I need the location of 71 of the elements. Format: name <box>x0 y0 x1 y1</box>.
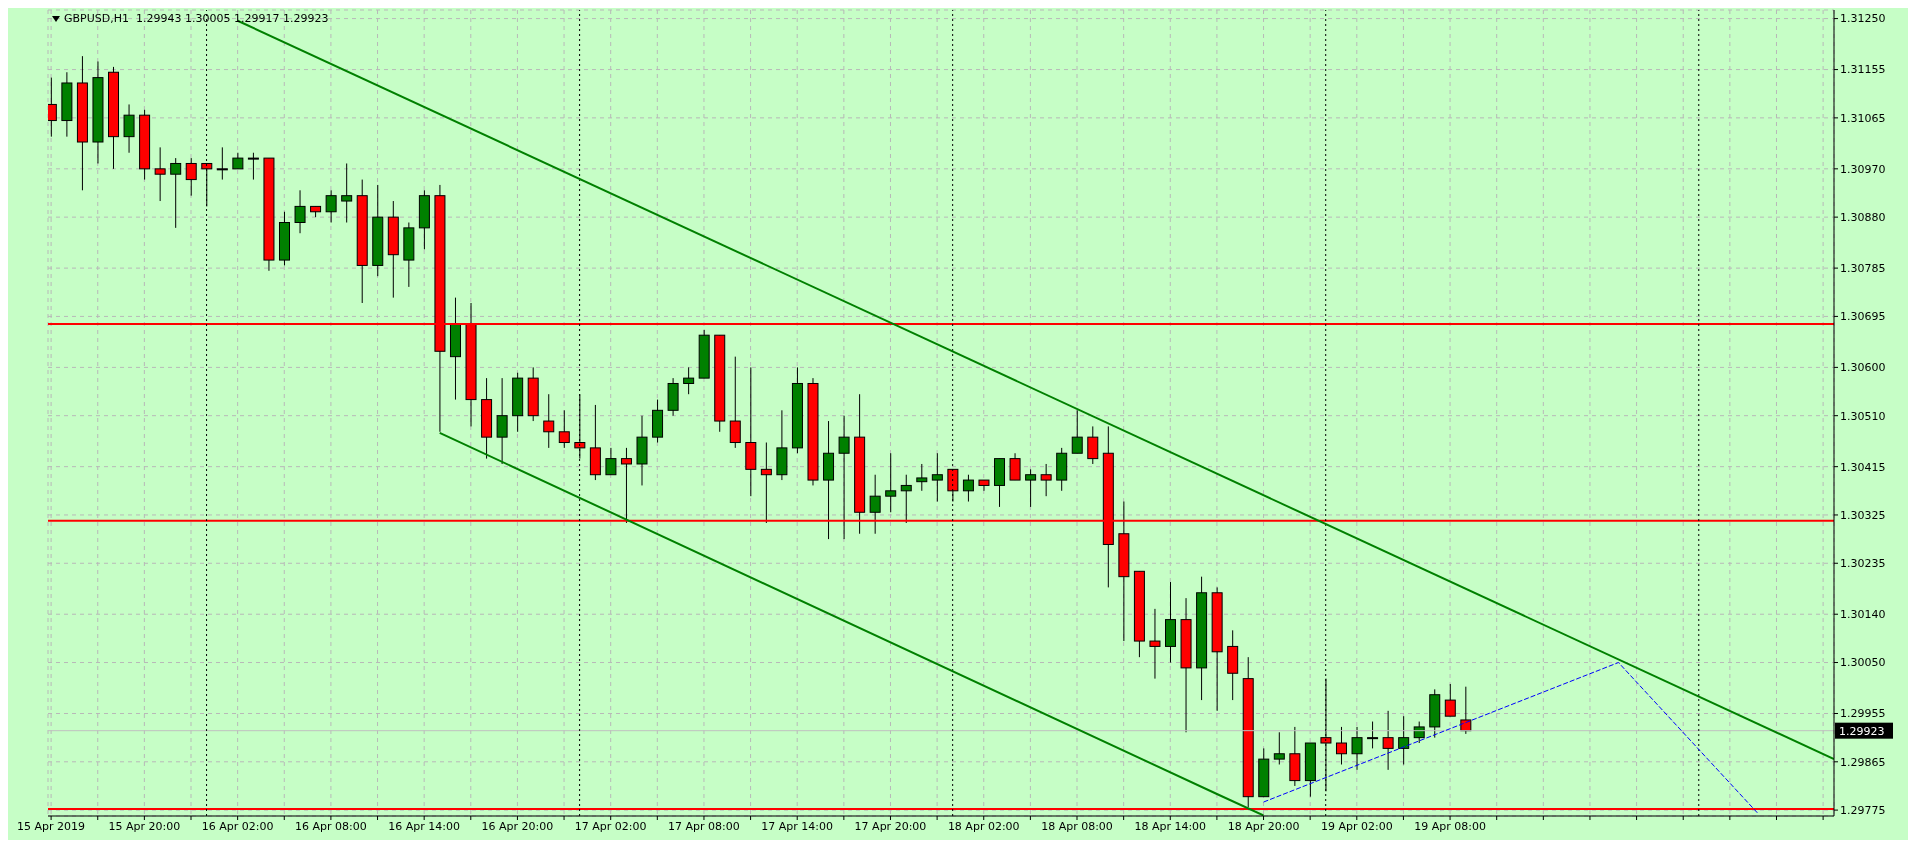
ref-line-label: 1.29923 <box>1839 724 1885 738</box>
candlestick <box>838 415 850 540</box>
candlestick <box>885 452 897 513</box>
x-tick-label: 18 Apr 20:00 <box>1227 819 1300 833</box>
candlestick <box>978 479 990 492</box>
x-tick-label: 15 Apr 2019 <box>17 819 86 833</box>
candlestick <box>123 103 135 154</box>
x-tick-label: 16 Apr 02:00 <box>201 819 274 833</box>
candlestick <box>341 162 353 223</box>
y-tick-label: 1.30325 <box>1840 508 1886 522</box>
x-tick-label: 16 Apr 20:00 <box>481 819 554 833</box>
candlestick <box>1413 721 1425 744</box>
y-tick-label: 1.31065 <box>1840 111 1886 125</box>
y-tick-label: 1.31250 <box>1840 12 1886 26</box>
candlestick <box>325 189 337 223</box>
x-tick-label: 18 Apr 02:00 <box>947 819 1020 833</box>
x-tick-label: 19 Apr 08:00 <box>1414 819 1486 833</box>
candlestick <box>729 356 741 449</box>
y-tick-label: 1.29865 <box>1840 755 1886 769</box>
y-tick-label: 1.30415 <box>1840 460 1886 474</box>
x-tick-label: 17 Apr 20:00 <box>854 819 927 833</box>
y-tick-label: 1.30235 <box>1840 557 1886 571</box>
y-tick-label: 1.30510 <box>1840 409 1886 423</box>
y-tick-label: 1.30785 <box>1840 262 1886 276</box>
x-tick-label: 18 Apr 08:00 <box>1041 819 1113 833</box>
candlestick <box>558 409 570 449</box>
y-tick-label: 1.29775 <box>1840 804 1886 817</box>
candlestick <box>916 463 928 492</box>
candlestick <box>1025 468 1037 508</box>
x-tick-label: 16 Apr 14:00 <box>388 819 461 833</box>
candlestick <box>154 146 166 202</box>
y-tick-label: 1.30880 <box>1840 211 1886 225</box>
candlestick <box>869 474 881 535</box>
candlestick <box>962 474 974 503</box>
candlestick <box>294 189 306 234</box>
candlestick <box>1367 721 1379 749</box>
candlestick <box>216 146 228 181</box>
candlestick <box>185 157 197 197</box>
candlestick <box>1149 608 1161 680</box>
candlestick <box>931 452 943 503</box>
y-tick-label: 1.30970 <box>1840 162 1886 176</box>
candlestick <box>1040 463 1052 497</box>
candlestick <box>1444 683 1456 717</box>
candlestick <box>605 447 617 476</box>
candlestick <box>1071 409 1083 454</box>
chart-title: GBPUSD,H1 1.29943 1.30005 1.29917 1.29923 <box>64 12 329 25</box>
y-tick-label: 1.30140 <box>1840 608 1886 622</box>
candlestick <box>1273 731 1285 765</box>
candlestick <box>1335 726 1347 765</box>
y-tick-label: 1.29955 <box>1840 707 1886 721</box>
y-tick-label: 1.31155 <box>1840 63 1886 77</box>
candlestick <box>1382 710 1394 771</box>
candlestick <box>247 152 259 181</box>
candlestick <box>900 474 912 524</box>
x-tick-label: 15 Apr 20:00 <box>108 819 181 833</box>
x-tick-label: 17 Apr 08:00 <box>668 819 740 833</box>
candlestick <box>1351 726 1363 771</box>
candlestick <box>1398 715 1410 765</box>
y-tick-label: 1.30695 <box>1840 310 1886 324</box>
y-tick-label: 1.30050 <box>1840 656 1886 670</box>
candlestick <box>1087 425 1099 465</box>
x-tick-label: 16 Apr 08:00 <box>295 819 367 833</box>
x-tick-label: 19 Apr 02:00 <box>1320 819 1393 833</box>
candlestick <box>683 366 695 395</box>
x-tick-label: 17 Apr 14:00 <box>761 819 834 833</box>
candlestick <box>170 157 182 229</box>
candlestick <box>1009 452 1021 481</box>
x-tick-label: 18 Apr 14:00 <box>1134 819 1207 833</box>
y-tick-label: 1.30600 <box>1840 361 1886 375</box>
x-tick-label: 17 Apr 02:00 <box>574 819 647 833</box>
candlestick <box>543 393 555 449</box>
